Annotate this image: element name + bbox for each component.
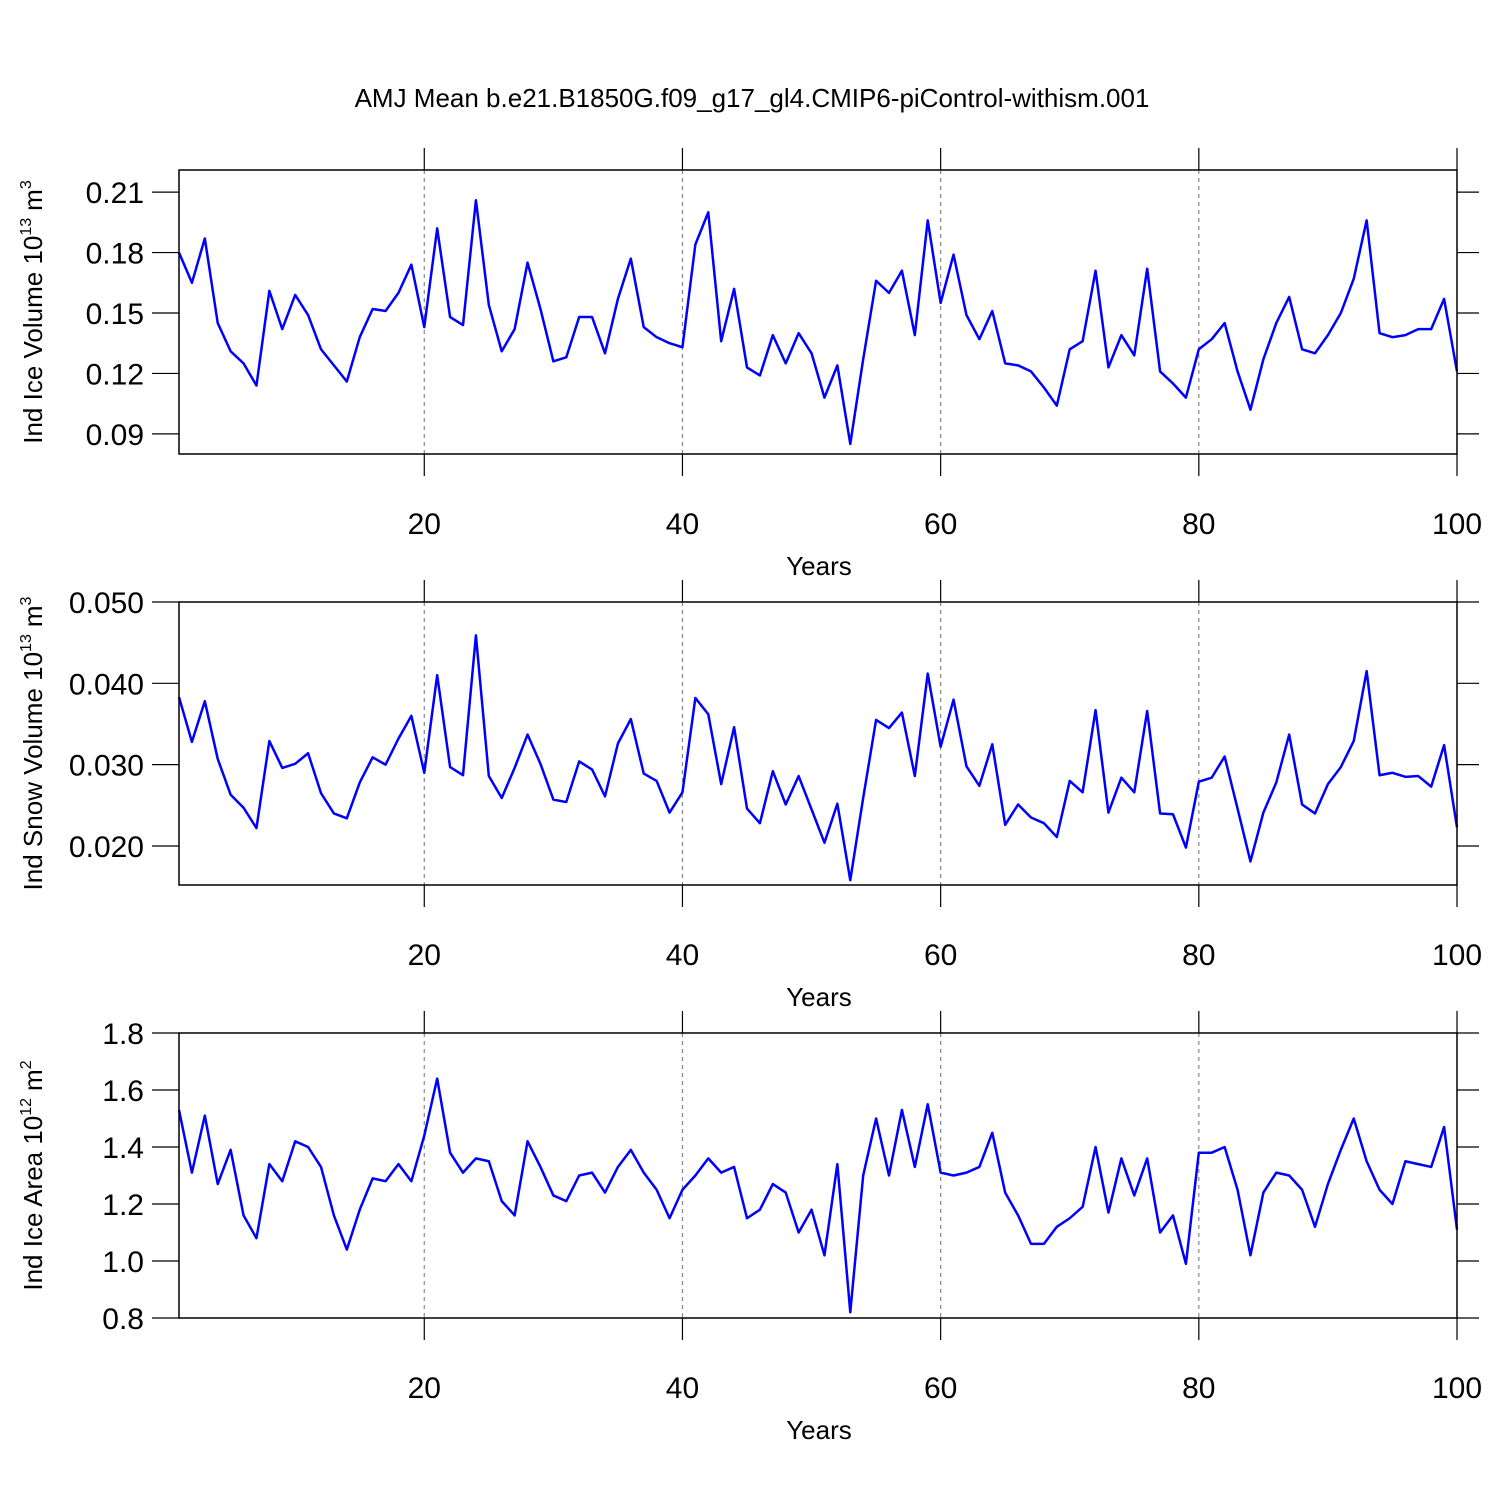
x-axis-label: Years [786, 551, 852, 581]
x-tick-label: 80 [1182, 508, 1215, 541]
y-label-exponent: 13 [18, 218, 35, 236]
y-tick-label: 1.8 [102, 1018, 144, 1051]
y-axis-label: Ind Ice Volume 1013 m3 [18, 180, 48, 444]
y-axis-label: Ind Ice Area 1012 m2 [18, 1060, 48, 1290]
x-tick-label: 40 [666, 1372, 699, 1405]
y-tick-label: 1.6 [102, 1075, 144, 1108]
y-tick-label: 1.2 [102, 1189, 144, 1222]
x-tick-label: 100 [1432, 508, 1482, 541]
x-tick-label: 20 [408, 508, 441, 541]
panel: AMJ Mean b.e21.B1850G.f09_g17_gl4.CMIP6-… [18, 83, 1482, 581]
y-tick-label: 0.12 [86, 358, 144, 391]
x-tick-label: 80 [1182, 939, 1215, 972]
x-tick-label: 20 [408, 1372, 441, 1405]
x-tick-label: 60 [924, 939, 957, 972]
y-tick-label: 0.18 [86, 238, 144, 271]
y-tick-label: 0.15 [86, 298, 144, 331]
plot-frame [178, 1032, 1458, 1319]
y-label-unit-exponent: 2 [18, 1060, 35, 1069]
x-tick-label: 80 [1182, 1372, 1215, 1405]
x-axis-label: Years [786, 982, 852, 1012]
x-tick-label: 100 [1432, 1372, 1482, 1405]
chart-title: AMJ Mean b.e21.B1850G.f09_g17_gl4.CMIP6-… [355, 83, 1150, 113]
x-tick-label: 20 [408, 939, 441, 972]
y-tick-label: 1.4 [102, 1132, 144, 1165]
plot-frame [178, 601, 1458, 886]
y-label-unit: m [18, 1069, 48, 1091]
x-tick-label: 60 [924, 508, 957, 541]
x-tick-label: 60 [924, 1372, 957, 1405]
y-label-text: Ind Snow Volume 10 [18, 652, 48, 891]
y-label-unit: m [18, 189, 48, 211]
y-tick-label: 0.09 [86, 419, 144, 452]
data-line [177, 198, 1459, 446]
y-tick-label: 0.020 [69, 831, 144, 864]
y-label-text: Ind Ice Area 10 [18, 1116, 48, 1291]
y-label-unit-exponent: 3 [18, 596, 35, 605]
y-tick-label: 1.0 [102, 1246, 144, 1279]
y-tick-label: 0.030 [69, 750, 144, 783]
data-line [177, 1077, 1459, 1314]
y-axis-label: Ind Snow Volume 1013 m3 [18, 596, 48, 890]
y-label-exponent: 12 [18, 1098, 35, 1116]
panel: 20 40 60 80 100 0.8 1.0 1.2 1.4 1.6 1.8 Years Ind Ic… [18, 1011, 1482, 1445]
y-label-exponent: 13 [18, 634, 35, 652]
y-tick-label: 0.040 [69, 668, 144, 701]
x-tick-label: 40 [666, 939, 699, 972]
x-tick-label: 40 [666, 508, 699, 541]
y-tick-label: 0.21 [86, 177, 144, 210]
plot-frame [178, 169, 1458, 455]
x-tick-label: 100 [1432, 939, 1482, 972]
y-tick-label: 0.050 [69, 587, 144, 620]
panel: 20 40 60 80 100 0.020 0.030 0.040 0.050 Years Ind … [18, 580, 1482, 1012]
y-tick-label: 0.8 [102, 1303, 144, 1336]
y-label-text: Ind Ice Volume 10 [18, 236, 48, 444]
y-label-unit-exponent: 3 [18, 180, 35, 189]
y-label-unit: m [18, 605, 48, 627]
x-axis-label: Years [786, 1415, 852, 1445]
data-line [177, 634, 1459, 882]
